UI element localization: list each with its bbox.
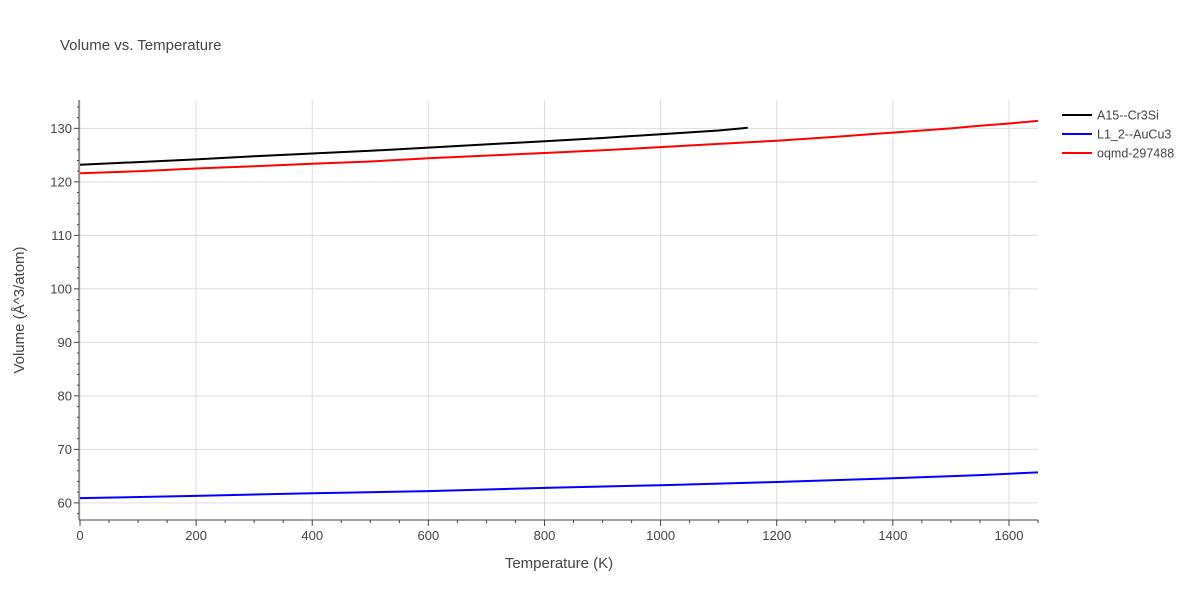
legend-label-0: A15--Cr3Si: [1097, 109, 1159, 123]
series-line-0: [79, 126, 748, 166]
x-tick-label: 1000: [646, 528, 675, 543]
x-tick-label: 400: [301, 528, 323, 543]
series-line-2: [79, 119, 1039, 175]
x-tick-label: 800: [534, 528, 556, 543]
x-tick-labels: 0 200 400 600 800 1000 1200 1400 1600: [76, 528, 1023, 543]
legend-label-1: L1_2--AuCu3: [1097, 128, 1171, 142]
series-lines: [79, 119, 1039, 500]
x-tick-label: 600: [418, 528, 440, 543]
x-tick-label: 1400: [878, 528, 907, 543]
grid: [79, 100, 1038, 520]
series-line-1: [79, 471, 1039, 500]
y-tick-label: 90: [58, 335, 72, 350]
y-axis-title: Volume (Å^3/atom): [11, 246, 28, 373]
legend: A15--Cr3Si L1_2--AuCu3 oqmd-297488: [1062, 109, 1174, 161]
legend-label-2: oqmd-297488: [1097, 147, 1174, 161]
y-tick-label: 60: [58, 495, 72, 510]
x-tick-label: 0: [76, 528, 83, 543]
y-tick-label: 100: [50, 281, 72, 296]
y-tick-label: 130: [50, 121, 72, 136]
x-tick-label: 1600: [995, 528, 1024, 543]
x-axis-title: Temperature (K): [505, 555, 613, 572]
y-tick-label: 110: [51, 228, 72, 243]
y-tick-labels: 60 70 80 90 100 110 120 130: [50, 121, 72, 511]
x-tick-label: 200: [185, 528, 207, 543]
x-tick-label: 1200: [762, 528, 791, 543]
y-tick-label: 120: [50, 174, 72, 189]
chart-title: Volume vs. Temperature: [60, 37, 221, 54]
axes: [74, 100, 1039, 526]
y-tick-label: 80: [58, 388, 72, 403]
y-tick-label: 70: [58, 442, 72, 457]
